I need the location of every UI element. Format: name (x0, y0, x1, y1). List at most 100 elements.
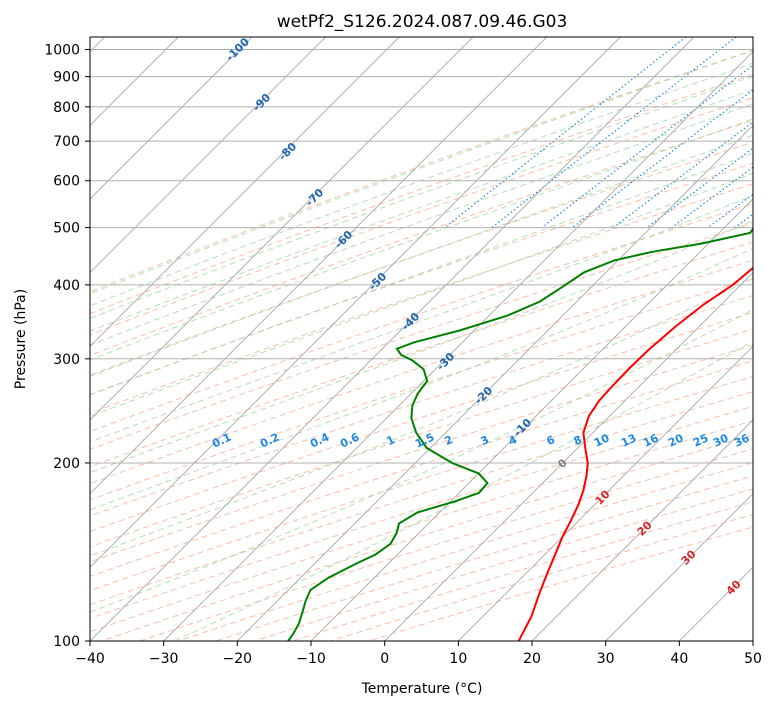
dry-adiabat-line (90, 259, 753, 485)
dry-adiabat-label: -30 (434, 350, 457, 373)
mixing-ratio-line (541, 64, 753, 229)
x-axis-label: Temperature (°C) (361, 681, 483, 697)
x-tick-label: −40 (75, 651, 105, 667)
moist-adiabat-line (90, 118, 753, 361)
y-tick-label: 200 (53, 456, 80, 472)
dry-adiabat-line (90, 375, 753, 592)
y-tick-label: 500 (53, 221, 80, 237)
moist-adiabat-line (90, 172, 753, 418)
dry-adiabat-line (90, 294, 753, 517)
dry-adiabat-line (90, 328, 753, 548)
mixing-ratio-label: 0.4 (308, 430, 331, 450)
mixing-ratio-label: 2 (443, 433, 455, 448)
dry-adiabat-line (90, 222, 753, 450)
dry-adiabat-line (90, 360, 753, 577)
dry-adiabat-line (90, 344, 753, 563)
isotherm-line (752, 640, 753, 641)
mixing-ratio-label: 8 (572, 433, 584, 448)
moist-adiabat-line (90, 220, 753, 474)
isotherm-line (457, 345, 753, 641)
axis-ticks: −40 −30 −20 −10 0 10 20 30 40 5010020030040050060… (44, 43, 762, 667)
mixing-ratio-label: 10 (592, 431, 612, 449)
x-tick-label: 50 (744, 651, 762, 667)
moist-adiabat-line (90, 195, 753, 443)
isotherm-line (163, 50, 753, 641)
y-axis-label: Pressure (hPa) (13, 289, 29, 389)
dry-adiabat-label: -70 (303, 186, 326, 209)
dry-adiabat-label: -80 (276, 140, 299, 163)
dry-adiabat-line (90, 203, 753, 433)
isotherm-line (90, 37, 400, 348)
isotherm-line (90, 37, 621, 569)
dry-adiabat-line (90, 162, 753, 396)
y-tick-label: 600 (53, 174, 80, 190)
dry-adiabat-line (330, 513, 753, 641)
moist-adiabat-line (90, 152, 753, 396)
isotherm-line (236, 124, 753, 641)
dry-adiabat-line (90, 391, 753, 606)
isotherm-line (90, 37, 253, 200)
dry-adiabat-line (101, 434, 753, 641)
isotherm-line (90, 37, 548, 495)
moist-adiabat-line (90, 49, 753, 295)
mixing-ratio-label: 20 (666, 431, 686, 449)
moist-adiabat-line (90, 134, 753, 377)
dry-adiabat-label: -40 (399, 310, 422, 333)
mixing-ratio-label: 25 (691, 431, 710, 449)
dry-adiabat-label: 40 (724, 577, 744, 597)
dry-adiabat-label: 10 (593, 487, 613, 507)
mixing-ratio-line (612, 121, 753, 229)
x-tick-label: 20 (523, 651, 541, 667)
x-tick-label: −10 (296, 651, 326, 667)
isotherm-line (384, 271, 753, 641)
moist-adiabat-line (90, 247, 753, 511)
dry-adiabat-line (90, 141, 753, 376)
dry-adiabat-line (90, 183, 753, 414)
isotherm-line (310, 198, 753, 641)
mixing-ratio-line (444, 37, 687, 229)
moist-adiabat-line (90, 277, 753, 557)
x-tick-label: 40 (670, 651, 688, 667)
mixing-ratio-label: 16 (641, 431, 661, 449)
y-tick-label: 900 (53, 70, 80, 86)
dry-adiabat-line (90, 119, 753, 356)
background-grid (90, 37, 753, 641)
isotherm-line (531, 419, 753, 641)
mixing-ratio-line (734, 213, 753, 229)
y-tick-label: 800 (53, 100, 80, 116)
mixing-ratio-label: 6 (545, 433, 558, 448)
y-tick-label: 1000 (44, 43, 80, 59)
y-tick-label: 300 (53, 352, 80, 368)
mixing-ratio-label: 36 (732, 431, 752, 449)
dry-adiabat-label: -50 (366, 270, 389, 293)
mixing-ratio-label: 0.1 (210, 431, 233, 451)
moist-adiabat-line (90, 103, 753, 346)
y-tick-label: 400 (53, 278, 80, 294)
temperature-profile (517, 266, 753, 641)
moist-adiabat-line (90, 62, 753, 307)
x-tick-label: 30 (597, 651, 615, 667)
mixing-ratio-label: 0.6 (338, 430, 361, 450)
x-tick-label: −20 (223, 651, 253, 667)
isotherm-line (90, 37, 695, 641)
dewpoint-profile (287, 227, 753, 641)
mixing-ratio-line (572, 89, 753, 229)
isotherm-line (90, 37, 327, 274)
dry-adiabat-line (90, 241, 753, 468)
dry-adiabat-line (90, 49, 753, 293)
dry-adiabat-line (90, 277, 753, 501)
x-tick-label: 10 (449, 651, 467, 667)
dry-adiabat-line (90, 311, 753, 533)
x-tick-label: 0 (380, 651, 389, 667)
y-tick-label: 700 (53, 134, 80, 150)
mixing-ratio-label: 30 (711, 431, 731, 449)
dry-adiabat-label: -90 (250, 91, 273, 114)
isotherm-line (678, 566, 753, 641)
chart-title: wetPf2_S126.2024.087.09.46.G03 (277, 12, 568, 32)
x-tick-label: −30 (149, 651, 179, 667)
dry-adiabat-line (90, 73, 753, 315)
profile-curves (287, 227, 753, 641)
mixing-ratio-line (671, 166, 753, 229)
mixing-ratio-line (491, 37, 737, 229)
